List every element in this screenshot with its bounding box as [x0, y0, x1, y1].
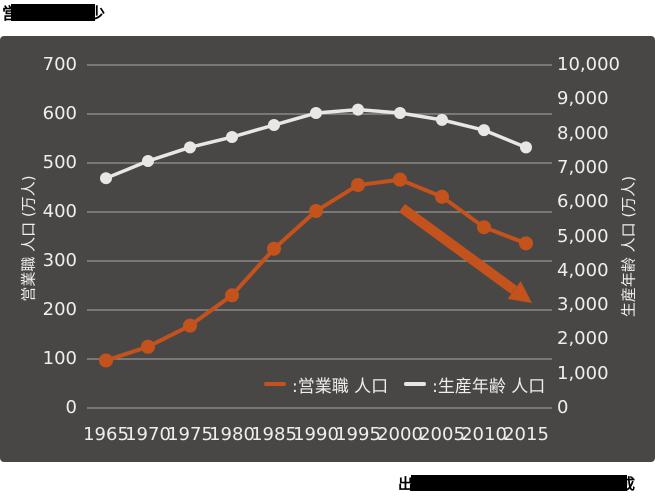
- left-tick-label: 0: [65, 397, 77, 418]
- series-line-1: [104, 107, 528, 180]
- right-tick-label: 9,000: [557, 88, 609, 110]
- data-point: [142, 155, 154, 168]
- x-tick-label: 2015: [503, 424, 549, 445]
- data-point: [267, 241, 281, 256]
- data-point: [435, 189, 449, 204]
- left-tick-label: 600: [42, 103, 77, 124]
- left-tick-label: 100: [42, 348, 77, 369]
- x-tick-label: 2000: [377, 424, 423, 445]
- source-redaction-bar: [411, 475, 628, 491]
- left-tick-label: 400: [42, 201, 77, 222]
- left-tick-label: 700: [42, 54, 77, 75]
- right-tick-label: 7,000: [557, 156, 609, 178]
- right-tick-label: 0: [557, 397, 569, 418]
- data-point: [310, 107, 322, 120]
- right-tick-label: 8,000: [557, 122, 609, 144]
- legend: :営業職 人口 :生産年齢 人口: [264, 373, 555, 397]
- chart-plot: [87, 64, 552, 409]
- source-end-char: 成: [620, 474, 636, 493]
- left-tick-label: 500: [42, 152, 77, 173]
- x-tick-label: 1980: [209, 424, 255, 445]
- data-point: [183, 318, 197, 333]
- data-point: [309, 204, 323, 219]
- page-title: 営 少: [2, 1, 105, 23]
- data-point: [519, 236, 533, 251]
- right-tick-label: 6,000: [557, 191, 609, 213]
- right-tick-label: 3,000: [557, 294, 609, 316]
- left-tick-label: 300: [42, 250, 77, 271]
- legend-label: :営業職 人口: [292, 376, 389, 397]
- data-point: [393, 172, 407, 187]
- data-point: [477, 220, 491, 235]
- title-redaction-bar: [11, 3, 96, 21]
- right-tick-label: 2,000: [557, 328, 609, 350]
- decline-arrow-shaft: [399, 203, 517, 295]
- left-tick-label: 200: [42, 299, 77, 320]
- x-tick-label: 1995: [335, 424, 381, 445]
- right-tick-label: 5,000: [557, 225, 609, 247]
- data-point: [141, 339, 155, 354]
- x-tick-label: 1970: [125, 424, 171, 445]
- data-point: [352, 103, 364, 116]
- data-point: [520, 141, 532, 154]
- legend-dash: [404, 382, 427, 386]
- legend-label: :生産年齢 人口: [432, 376, 546, 397]
- data-point: [268, 119, 280, 132]
- x-tick-label: 1990: [293, 424, 339, 445]
- data-point: [184, 141, 196, 154]
- data-point: [351, 178, 365, 193]
- x-tick-label: 2010: [461, 424, 507, 445]
- data-point: [226, 131, 238, 144]
- title-end-char: 少: [89, 4, 106, 23]
- right-tick-label: 4,000: [557, 259, 609, 281]
- decline-arrow-head: [507, 281, 532, 303]
- data-point: [225, 288, 239, 303]
- data-point: [394, 107, 406, 120]
- right-tick-label: 1,000: [557, 362, 609, 384]
- data-point: [478, 124, 490, 137]
- x-tick-label: 1965: [83, 424, 129, 445]
- x-tick-label: 1985: [251, 424, 297, 445]
- source-caption: 出 成: [398, 472, 635, 494]
- legend-dash: [264, 382, 286, 386]
- x-tick-label: 2005: [419, 424, 465, 445]
- data-point: [100, 172, 112, 185]
- source-start-char: 出: [398, 474, 414, 493]
- data-point: [99, 353, 113, 368]
- chart-panel: 営業職 人口 (万人) 生産年齢 人口 (万人) 700 600 500 400 300…: [0, 36, 655, 462]
- data-point: [436, 113, 448, 126]
- x-tick-label: 1975: [167, 424, 213, 445]
- right-tick-label: 10,000: [557, 54, 620, 75]
